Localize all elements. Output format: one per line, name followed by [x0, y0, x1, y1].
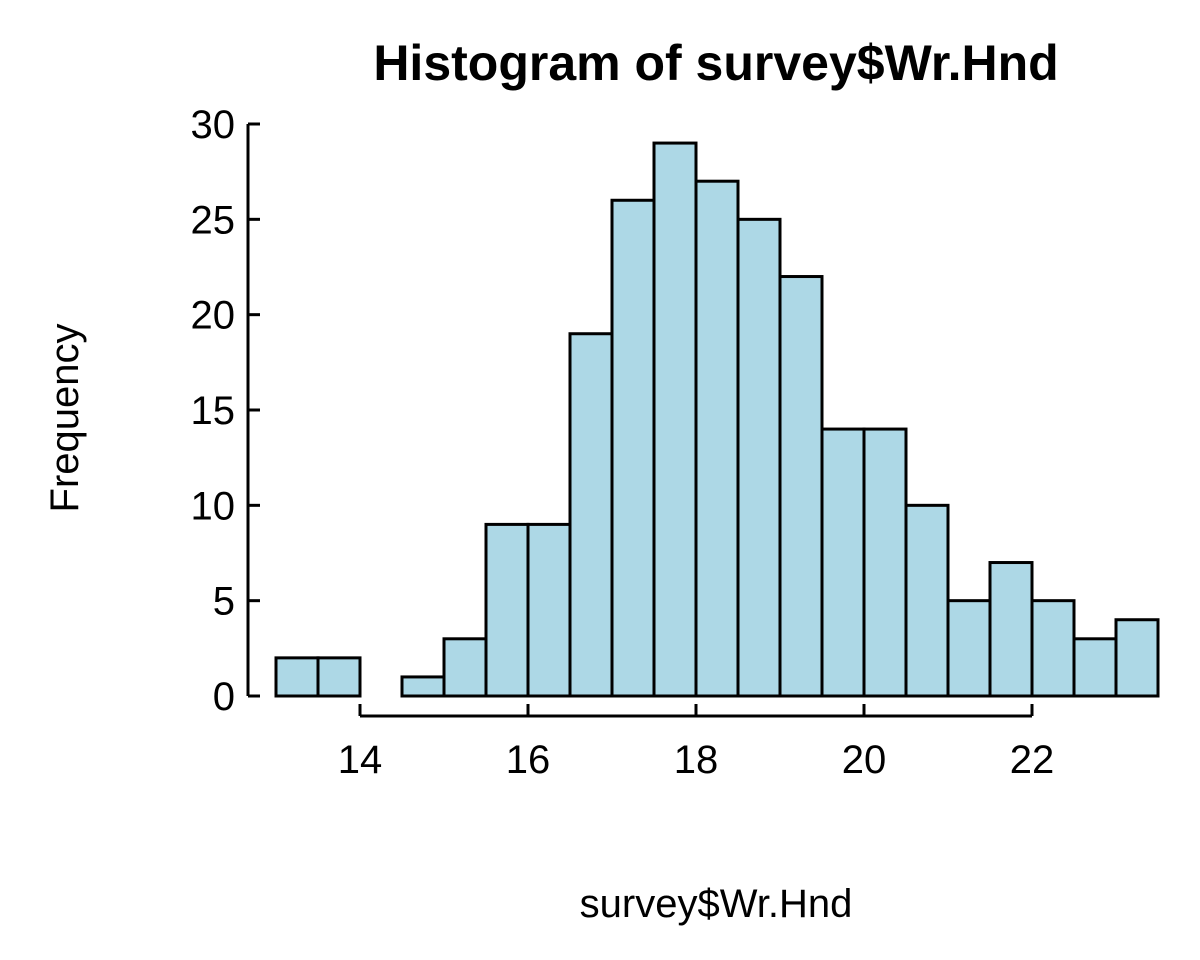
histogram-bar [736, 217, 782, 698]
y-tick-label: 10 [191, 484, 236, 528]
y-tick-label: 15 [191, 389, 236, 433]
chart-title: Histogram of survey$Wr.Hnd [373, 35, 1058, 91]
histogram-bar [274, 656, 320, 698]
histogram-bar [442, 637, 488, 698]
histogram-bar [484, 522, 530, 698]
histogram-bar [946, 599, 992, 698]
histogram-bar [526, 522, 572, 698]
histogram-bar [778, 275, 824, 698]
histogram-bar [1030, 599, 1076, 698]
histogram-bar [568, 332, 614, 698]
x-tick-label: 20 [842, 738, 887, 782]
y-axis: 0 5 10 15 20 25 30 [191, 103, 260, 719]
y-tick-label: 0 [213, 675, 235, 719]
x-tick-label: 18 [674, 738, 719, 782]
x-axis: 14 16 18 20 22 [338, 704, 1055, 782]
bars-group [274, 141, 1160, 698]
histogram-bar [652, 141, 698, 698]
x-tick-label: 16 [506, 738, 551, 782]
histogram-bar [988, 561, 1034, 698]
y-axis-label: Frequency [43, 324, 87, 513]
histogram-bar [1072, 637, 1118, 698]
y-tick-label: 25 [191, 198, 236, 242]
histogram-bar [904, 503, 950, 698]
x-tick-label: 22 [1010, 738, 1055, 782]
y-tick-label: 30 [191, 103, 236, 147]
histogram-bar [610, 198, 656, 698]
histogram-bar [400, 675, 446, 698]
histogram-bar [316, 656, 362, 698]
y-tick-label: 5 [213, 580, 235, 624]
x-axis-label: survey$Wr.Hnd [580, 882, 853, 926]
histogram-bar [820, 427, 866, 698]
histogram-bar [862, 427, 908, 698]
x-tick-label: 14 [338, 738, 383, 782]
histogram-bar [1114, 618, 1160, 698]
histogram-bar [694, 179, 740, 698]
y-tick-label: 20 [191, 294, 236, 338]
